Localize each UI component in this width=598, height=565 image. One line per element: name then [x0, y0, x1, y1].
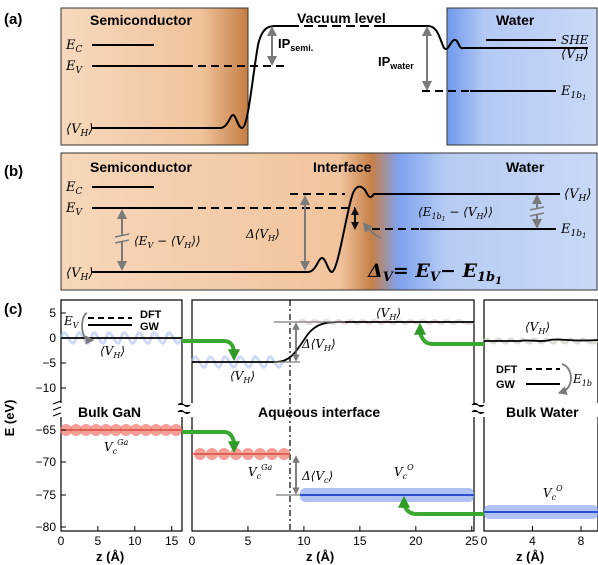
e1b1-label-b: E1b1 [560, 222, 586, 240]
vc-ga-label-aq: VcGa [248, 463, 273, 481]
ev-label-b: EV [65, 201, 84, 218]
legend-gw-label: GW [140, 321, 160, 333]
water-label: Water [496, 12, 535, 28]
vacuum-level-label: Vacuum level [297, 10, 386, 26]
ec-label: EC [65, 38, 83, 55]
vh-label-aq-left: ⟨VH⟩ [230, 369, 255, 385]
water-label-b: Water [506, 159, 545, 175]
y-tick-label: −80 [36, 520, 57, 534]
axis-break-marks [52, 400, 485, 417]
aqueous-title: Aqueous interface [258, 404, 380, 420]
break-mark-4 [529, 212, 545, 217]
interface-label: Interface [313, 159, 372, 175]
vc-ga-label-gan: VcGa [104, 438, 129, 456]
y-tick-label: 5 [49, 306, 56, 320]
delta-v-pointer [362, 222, 382, 239]
ev-bracket [81, 312, 95, 345]
semiconductor-label-b: Semiconductor [90, 159, 192, 175]
y-tick-label: −75 [36, 488, 57, 502]
y-axis-label: E (eV) [2, 400, 17, 437]
x-tick-label: 25 [465, 534, 479, 548]
green-arrow-vh-water [414, 322, 484, 346]
ev-vh-arrow-break [115, 236, 129, 242]
ec-label-b: EC [65, 180, 83, 197]
x-tick-label: 8 [578, 534, 585, 548]
she-label: SHE [561, 33, 589, 47]
vh-profile-semi [92, 25, 290, 130]
panel-b: (b) Semiconductor Interface Water EC EV … [4, 152, 598, 291]
green-arrow-vc-gan [182, 430, 240, 454]
x-axis-label-water: z (Å) [516, 549, 544, 564]
x-axis-label-aq: z (Å) [306, 549, 334, 564]
legend-dft-label-water: DFT [496, 364, 518, 376]
ip-semi-label: IPsemi. [278, 36, 313, 53]
e1b1-minus-vh-label: ⟨E1b1 − ⟨VH⟩⟩ [418, 205, 493, 223]
vh-label-gan: ⟨VH⟩ [100, 344, 125, 360]
ip-water-label: IPwater [378, 54, 414, 71]
e1b1-label: E1b1 [560, 84, 586, 102]
x-tick-label: 15 [165, 534, 179, 548]
bulk-gan-title: Bulk GaN [78, 404, 141, 420]
y-axis-ticks: 5 0 −5 −10 −65 −70 −75 −80 [36, 306, 66, 534]
vh-label-b: ⟨VH⟩ [66, 266, 93, 283]
x-tick-label: 10 [128, 534, 142, 548]
panel-c: (c) DFT GW EV ⟨VH⟩ Δ⟨VH⟩ ⟨VH⟩ ⟨ [2, 299, 598, 564]
semiconductor-region [60, 7, 249, 146]
vh-label-aq-right: ⟨VH⟩ [376, 306, 401, 322]
green-arrow-vh-gan [182, 339, 240, 362]
x-tick-label: 5 [245, 534, 252, 548]
y-tick-label: −10 [36, 381, 57, 395]
x-tick-label: 10 [297, 534, 311, 548]
y-tick-label: 0 [49, 331, 56, 345]
vh-label-water-c: ⟨VH⟩ [525, 320, 550, 336]
x-tick-label: 4 [529, 534, 536, 548]
vc-o-label-aq: VcO [394, 463, 414, 481]
green-arrows [182, 322, 484, 516]
x-tick-label: 0 [189, 534, 196, 548]
x-axis-ticks: 0 5 10 15 0 5 10 15 20 25 0 4 8 [58, 526, 585, 548]
delta-v-equation: ΔV= EV− E1b1 [367, 260, 502, 287]
delta-vc-label: Δ⟨Vc⟩ [301, 469, 333, 485]
x-tick-label: 5 [95, 534, 102, 548]
e1b-label: E1b [572, 372, 592, 388]
semiconductor-label: Semiconductor [90, 12, 192, 28]
water-region [446, 7, 598, 146]
break-mark-3 [529, 206, 545, 211]
legend-gw-label-water: GW [496, 379, 516, 391]
vc-o-label-water: VcO [543, 484, 563, 502]
vh-label-semi: ⟨VH⟩ [66, 122, 93, 139]
y-tick-label: −65 [36, 423, 57, 437]
e1b1-vh-arrow-break [530, 209, 544, 215]
bulk-water-title: Bulk Water [506, 404, 579, 420]
vh-profile-b [92, 185, 560, 274]
ev-label: EV [65, 59, 84, 76]
delta-vh-label-c: Δ⟨VH⟩ [301, 337, 336, 353]
x-tick-label: 0 [58, 534, 65, 548]
vh-profile-water [375, 25, 588, 50]
x-tick-label: 20 [409, 534, 423, 548]
vh-label-b-water: ⟨VH⟩ [564, 187, 591, 204]
water-vh-line [484, 338, 598, 343]
delta-vh-label: Δ⟨VH⟩ [245, 227, 280, 243]
legend-dft-label: DFT [140, 309, 162, 321]
break-mark-2 [114, 239, 130, 244]
break-mark-1 [114, 233, 130, 238]
panel-c-tag: (c) [4, 301, 22, 318]
ev-minus-vh-label: ⟨EV − ⟨VH⟩⟩ [134, 234, 201, 250]
x-axis-label-gan: z (Å) [96, 549, 124, 564]
panel-a: (a) Semiconductor Vacuum level Water EC … [4, 7, 598, 146]
y-tick-label: −5 [42, 356, 56, 370]
vh-label-water: ⟨VH⟩ [561, 47, 588, 64]
ev-label-c: EV [63, 314, 80, 330]
panel-a-tag: (a) [4, 11, 22, 28]
e1b-bracket [557, 363, 572, 395]
y-tick-label: −70 [36, 455, 57, 469]
green-arrow-vc-water [398, 495, 484, 516]
panel-b-tag: (b) [4, 163, 23, 180]
x-tick-label: 0 [481, 534, 488, 548]
x-tick-label: 15 [353, 534, 367, 548]
